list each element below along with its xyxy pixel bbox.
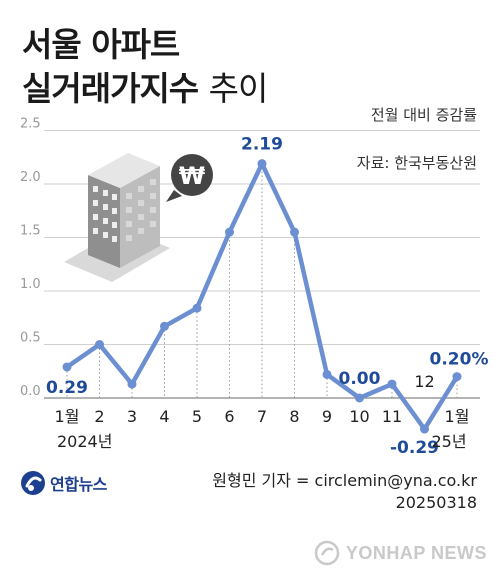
data-labels: 0.29 2.19 0.00 -0.29 0.20% — [46, 135, 488, 458]
x-tick-label: 11 — [382, 407, 402, 426]
x-tick-label: 3 — [127, 407, 137, 426]
svg-text:₩: ₩ — [179, 162, 206, 190]
data-point — [95, 340, 104, 349]
source-note: 자료: 한국부동산원 — [356, 154, 477, 172]
brand-name: 연합뉴스 — [50, 475, 107, 494]
byline: 원형민 기자 = circlemin@yna.co.kr 20250318 — [212, 470, 477, 514]
y-tick-label: 1.0 — [20, 277, 41, 292]
x-tick-label: 5 — [192, 407, 202, 426]
x-axis-ticks: 1월 2 3 4 5 6 7 8 9 10 11 12 1월 — [55, 372, 470, 426]
building-illustration — [64, 153, 170, 282]
brand-logo: 연합뉴스 — [20, 470, 107, 496]
x-tick-label: 1월 — [445, 407, 470, 426]
y-tick-label: 2.5 — [20, 117, 41, 132]
x-tick-label: 12 — [414, 372, 434, 391]
x-tick-label: 8 — [289, 407, 299, 426]
x-tick-label: 7 — [257, 407, 267, 426]
yonhap-watermark-icon — [314, 540, 340, 566]
data-point — [355, 393, 364, 403]
chart-title-line1: 서울 아파트 — [22, 25, 180, 64]
data-label: 0.29 — [46, 378, 88, 398]
x-tick-label: 4 — [159, 407, 169, 426]
data-point — [62, 362, 72, 372]
won-coin-icon: ₩ — [166, 154, 213, 202]
watermark-text: YONHAP NEWS — [345, 542, 487, 563]
year-label: 2024년 — [57, 432, 112, 451]
y-axis-ticks: 0.0 0.5 1.0 1.5 2.0 2.5 — [20, 117, 41, 400]
data-point — [160, 321, 169, 331]
data-point — [387, 379, 397, 389]
data-point — [420, 424, 429, 434]
data-point — [257, 159, 267, 169]
chart-title-bold: 실거래가지수 — [22, 69, 199, 108]
watermark: YONHAP NEWS — [314, 540, 487, 566]
x-tick-label: 9 — [322, 407, 332, 426]
data-points — [62, 159, 462, 434]
y-tick-label: 1.5 — [20, 224, 41, 239]
data-point — [322, 369, 332, 379]
y-tick-label: 2.0 — [20, 170, 41, 185]
x-tick-label: 1월 — [55, 407, 80, 426]
data-point — [192, 303, 202, 313]
chart-title-light: 추이 — [208, 69, 269, 108]
drop-lines — [66, 163, 458, 398]
data-point — [127, 379, 137, 389]
data-label: 0.00 — [339, 369, 381, 389]
unit-note: 전월 대비 증감률 — [370, 106, 477, 124]
x-tick-label: 10 — [349, 407, 369, 426]
year-label: 25년 — [431, 432, 466, 451]
publish-date: 20250318 — [395, 493, 477, 512]
x-tick-label: 2 — [94, 407, 104, 426]
data-point — [290, 227, 299, 237]
x-tick-label: 6 — [224, 407, 234, 426]
data-label: 2.19 — [241, 135, 283, 155]
data-point — [452, 372, 462, 382]
data-label: -0.29 — [390, 438, 439, 458]
line-chart: 0.00.51.01.52.02.5 ₩ 0.292.190.00-0.290.… — [20, 117, 488, 459]
data-point — [225, 227, 234, 237]
y-tick-label: 0.5 — [20, 331, 41, 346]
reporter-credit: 원형민 기자 = circlemin@yna.co.kr — [212, 471, 477, 490]
data-label: 0.20% — [430, 350, 489, 370]
year-labels: 2024년 25년 — [57, 432, 467, 451]
yonhap-logo-icon — [21, 471, 45, 495]
chart-title-line2: 실거래가지수 추이 — [22, 62, 269, 110]
y-tick-label: 0.0 — [20, 384, 41, 399]
